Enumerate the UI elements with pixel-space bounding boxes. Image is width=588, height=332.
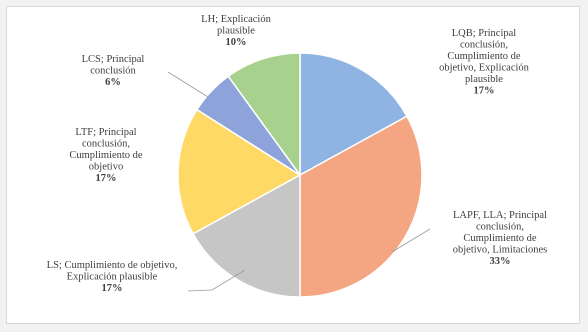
pie-slice: [192, 173, 301, 298]
slice-label: LTF; Principal conclusión, Cumplimiento de…: [69, 127, 143, 184]
slice-label: LS; Cumplimiento de objetivo, Explicación…: [47, 260, 178, 294]
pie-slice: [227, 52, 301, 178]
slice-label: LCS; Principal conclusión 6%: [82, 54, 145, 88]
pie-slice: [299, 115, 423, 298]
pie-slice: [299, 52, 408, 177]
slice-label: LQB; Principal conclusión, Cumplimiento de…: [439, 28, 530, 97]
slice-label: LH; Explicación plausible 10%: [201, 14, 271, 48]
leader-line: [167, 71, 209, 98]
pie-slice: [177, 108, 302, 235]
leader-line: [391, 228, 431, 253]
slice-label: LAPF, LLA; Principal conclusión, Cumplimie…: [453, 210, 547, 267]
leader-line: [187, 269, 246, 292]
